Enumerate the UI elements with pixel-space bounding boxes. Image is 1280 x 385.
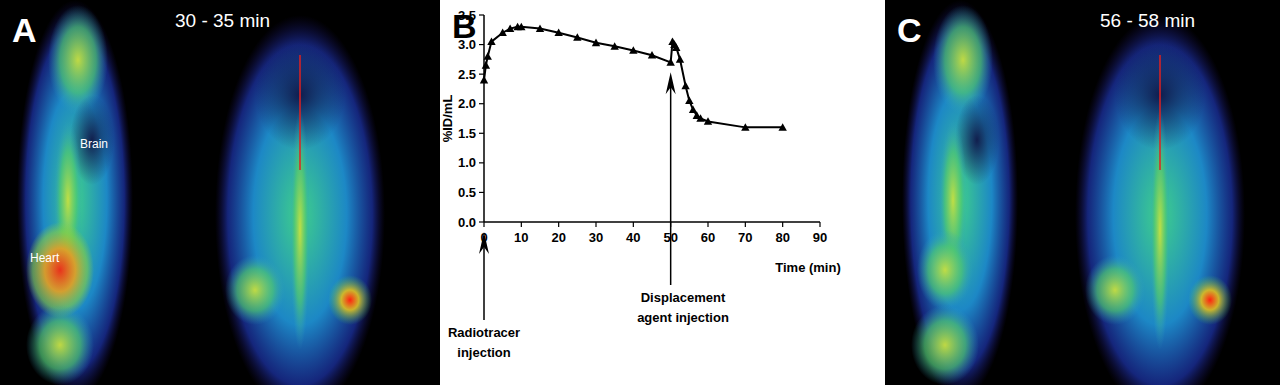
data-point (482, 61, 490, 69)
data-point (498, 29, 506, 37)
coronal-hotspot (328, 275, 372, 325)
annotation-line: Displacement (641, 290, 726, 305)
y-tick (479, 44, 484, 45)
pet-panel: A 30 - 35 min Brain Heart (0, 0, 440, 385)
y-tick (479, 162, 484, 163)
data-point (648, 51, 656, 59)
annotation-arrow (670, 86, 672, 285)
data-point (666, 58, 674, 66)
annotation-line: Radiotracer (448, 325, 520, 340)
annotation-arrowhead (479, 232, 489, 254)
series-line (484, 27, 783, 128)
heart-region (917, 230, 973, 310)
coronal-body (1075, 15, 1245, 385)
y-tick-label: 2.5 (458, 67, 476, 82)
data-point (480, 76, 488, 84)
data-point (610, 42, 618, 50)
data-point (629, 46, 637, 54)
x-tick-label: 90 (813, 230, 827, 245)
sagittal-body (902, 0, 1018, 385)
x-tick-label: 10 (514, 230, 528, 245)
time-window: 56 - 58 min (1100, 10, 1195, 31)
x-tick-label: 70 (738, 230, 752, 245)
chart: B01020304050607080900.00.51.01.52.02.53.… (440, 7, 841, 360)
y-axis (483, 15, 485, 222)
data-point (685, 97, 693, 105)
data-point (573, 33, 581, 41)
annotation-text: Radiotracer injection (448, 325, 520, 360)
y-tick-label: 1.5 (458, 126, 476, 141)
data-point (487, 37, 495, 45)
x-tick-label: 30 (589, 230, 603, 245)
data-point (672, 43, 680, 51)
y-axis-label: %ID/mL (440, 95, 455, 143)
y-tick (479, 221, 484, 222)
x-tick (819, 222, 820, 227)
data-point (484, 52, 492, 60)
x-axis (484, 221, 820, 223)
coronal-hotspot (1188, 275, 1232, 325)
y-tick (479, 74, 484, 75)
annotation-arrowhead (666, 72, 676, 94)
annotation-line: injection (457, 345, 511, 360)
organ-label: Brain (80, 137, 108, 151)
x-tick (595, 222, 596, 227)
figure: A30 - 35 minBrainHeartC56 - 58 minB01020… (0, 0, 1280, 385)
data-point (676, 55, 684, 63)
coronal-organ (225, 255, 285, 325)
y-tick-label: 0.5 (458, 185, 476, 200)
data-point (681, 82, 689, 90)
time-window: 30 - 35 min (175, 10, 270, 31)
x-tick-label: 60 (701, 230, 715, 245)
x-tick-label: 80 (775, 230, 789, 245)
y-tick-label: 1.0 (458, 155, 476, 170)
data-point (554, 29, 562, 37)
sagittal-body (17, 0, 133, 385)
x-tick (558, 222, 559, 227)
y-tick (479, 133, 484, 134)
x-axis-label: Time (min) (775, 260, 841, 275)
annotation-arrow (483, 246, 485, 320)
x-tick (521, 222, 522, 227)
y-tick (479, 14, 484, 15)
x-tick (745, 222, 746, 227)
panel-letter: A (12, 11, 37, 49)
x-tick (483, 222, 484, 227)
data-point (592, 39, 600, 47)
panel-letter: C (897, 11, 922, 49)
coronal-body (215, 15, 385, 385)
reference-line (299, 55, 301, 170)
y-tick-label: 2.0 (458, 96, 476, 111)
x-tick (782, 222, 783, 227)
y-tick (479, 192, 484, 193)
abdomen-region (911, 305, 979, 385)
data-point (536, 24, 544, 32)
heart-region (26, 222, 94, 318)
organ-label: Heart (30, 251, 60, 265)
annotation-line: agent injection (637, 310, 729, 325)
reference-line (1159, 55, 1161, 170)
data-point (506, 24, 514, 32)
data-point (778, 123, 786, 131)
x-tick-label: 20 (551, 230, 565, 245)
x-tick (633, 222, 634, 227)
y-tick (479, 103, 484, 104)
abdomen-region (26, 305, 94, 385)
data-point (741, 123, 749, 131)
y-tick-label: 3.0 (458, 37, 476, 52)
x-tick (707, 222, 708, 227)
x-tick-label: 40 (626, 230, 640, 245)
annotation-text: Displacement agent injection (637, 290, 729, 325)
y-tick-label: 0.0 (458, 215, 476, 230)
data-point (689, 105, 697, 113)
coronal-organ (1085, 255, 1145, 325)
pet-panel: C 56 - 58 min (885, 0, 1280, 385)
data-point (517, 23, 525, 31)
data-group (480, 23, 787, 131)
data-point (696, 114, 704, 122)
data-point (704, 117, 712, 125)
y-tick-label: 3.5 (458, 8, 476, 23)
